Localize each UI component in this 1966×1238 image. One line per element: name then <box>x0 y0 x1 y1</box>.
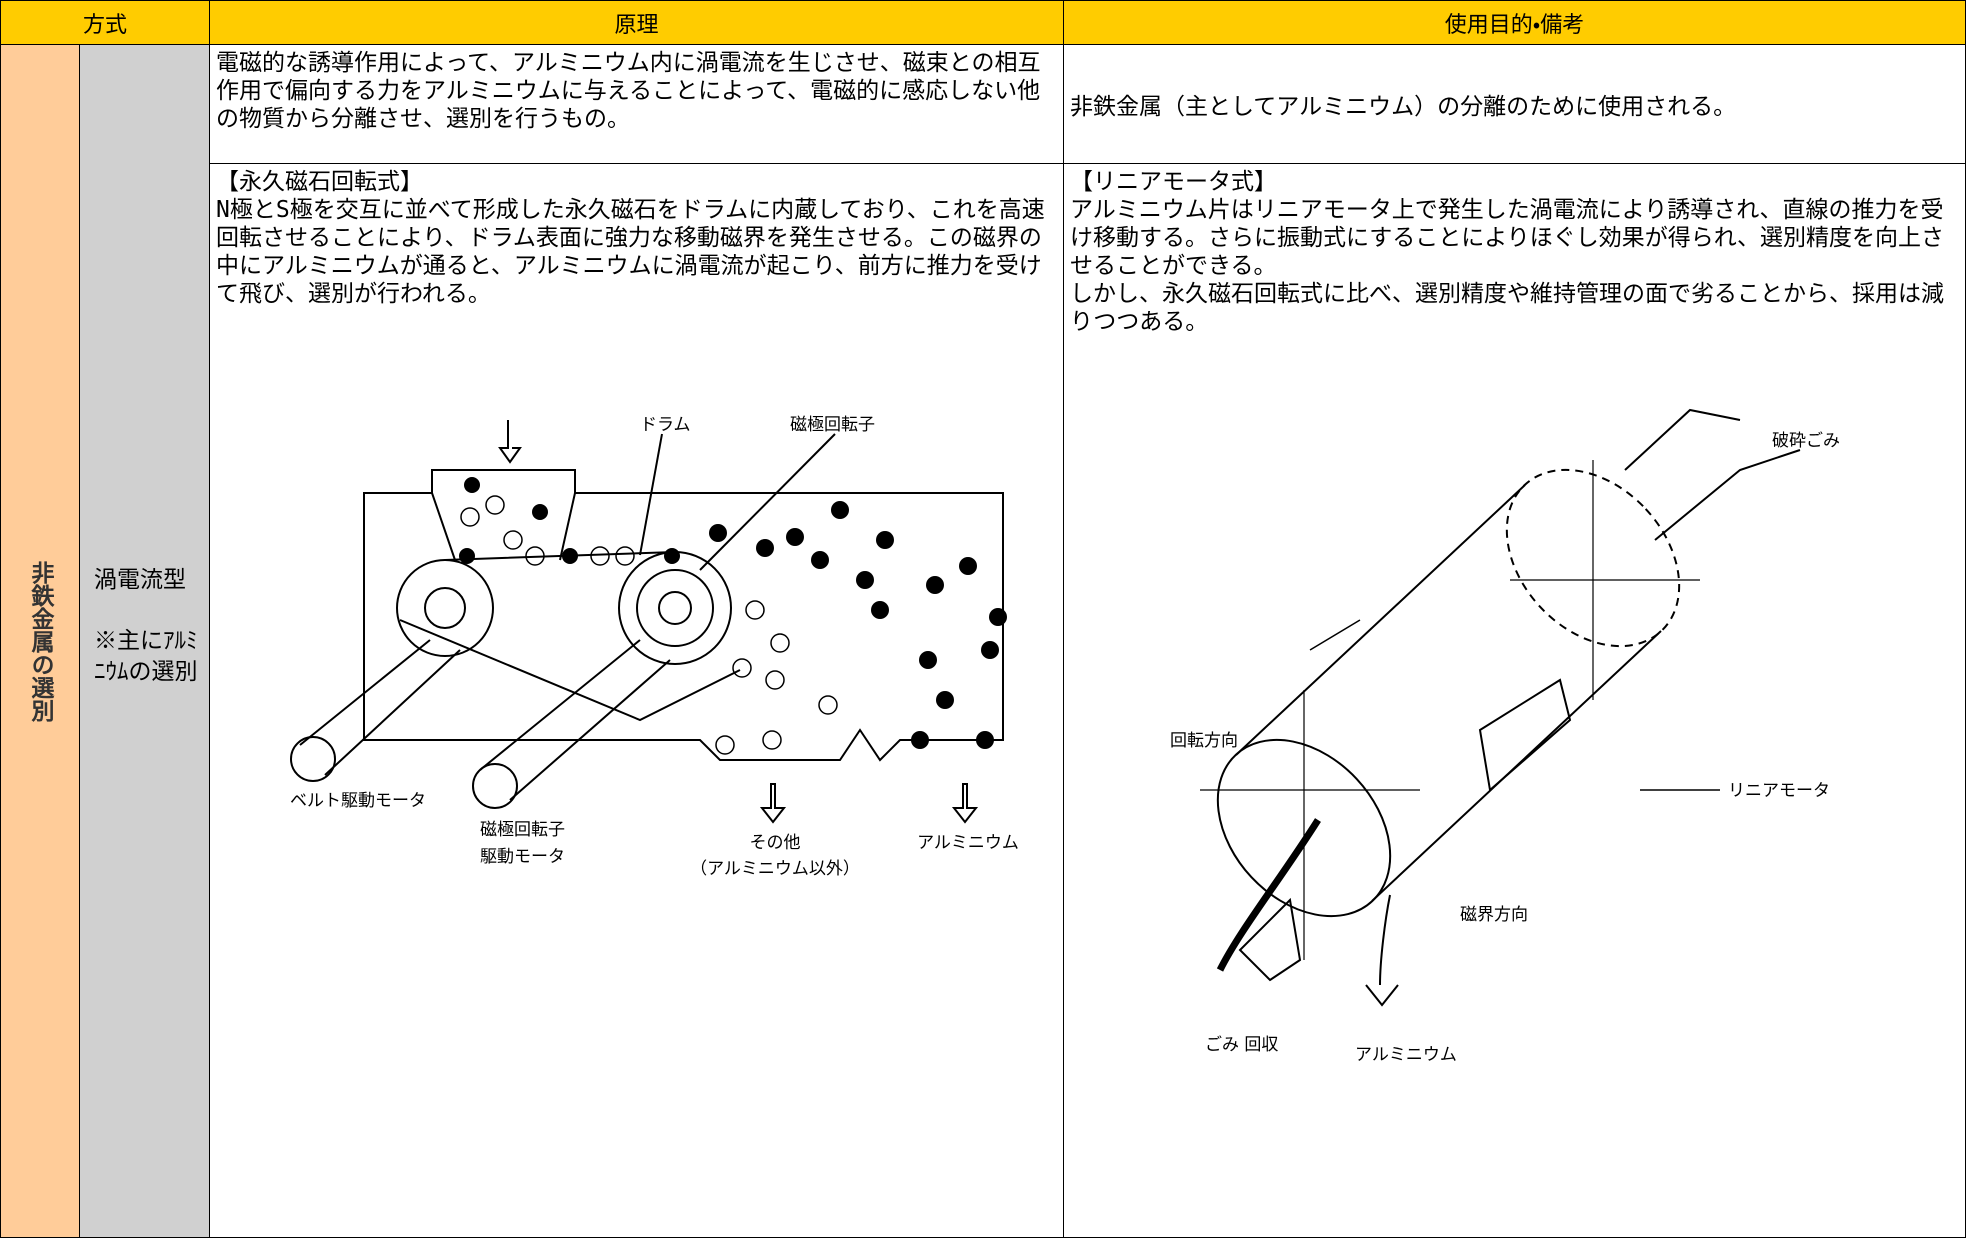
cylinder-end <box>1505 468 1681 648</box>
drive-belt <box>299 639 671 801</box>
leader <box>1309 619 1720 791</box>
pulley-hub <box>424 587 466 629</box>
header-cell: 使用目的・備考 <box>1063 0 1966 45</box>
label: 駆動モータ <box>480 847 565 867</box>
category: 非鉄金属の選別 <box>27 560 53 722</box>
type-note: ※主にｱﾙﾐﾆｳﾑの選別 <box>94 628 198 685</box>
rotor <box>636 569 714 647</box>
other-pieces <box>460 495 838 755</box>
label: アルミニウム <box>1355 1045 1457 1065</box>
label: ベルト駆動モータ <box>290 791 426 811</box>
axis-lines <box>1200 460 1700 960</box>
linear-diagram: 破砕ごみ 回転方向 リニアモータ 磁界方向 ごみ 回収 アルミニウム <box>1170 408 1840 1065</box>
rotary-title: 【永久磁石回転式】 <box>216 169 423 195</box>
label: 回転方向 <box>1170 731 1238 751</box>
machine-outline <box>363 469 1004 762</box>
belt <box>399 551 741 722</box>
rotary-diagram: ドラム 磁極回転子 ベルト駆動モータ 磁極回転子 駆動モータ その他 （アルミニ… <box>290 415 1019 879</box>
linear-motor <box>1478 678 1572 792</box>
label: リニアモータ <box>1728 781 1830 801</box>
label: 磁界方向 <box>1460 905 1528 925</box>
rotary-text: N極とS極を交互に並べて形成した永久磁石をドラムに内蔵しており、これを高速回転さ… <box>216 197 1045 307</box>
pulley <box>396 559 494 657</box>
motor <box>290 736 336 782</box>
rotary-cell: 【永久磁石回転式】 N極とS極を交互に並べて形成した永久磁石をドラムに内蔵してお… <box>209 163 1064 1238</box>
feed-arrow <box>498 420 522 464</box>
label: ごみ 回収 <box>1205 1035 1278 1055</box>
metal-pieces <box>459 477 1007 749</box>
cylinder-end <box>1216 738 1392 918</box>
motor <box>472 763 518 809</box>
type-cell: 渦電流型 ※主にｱﾙﾐﾆｳﾑの選別 <box>79 44 210 1238</box>
linear-note: しかし、永久磁石回転式に比べ、選別精度や維持管理の面で劣ることから、採用は減りつ… <box>1070 281 1944 335</box>
label: アルミニウム <box>917 833 1019 853</box>
label: （アルミニウム以外） <box>690 859 860 879</box>
rotor-hub <box>658 591 692 625</box>
type: 渦電流型 <box>94 567 186 593</box>
waste-arrow <box>1216 818 1321 972</box>
plate <box>1238 897 1302 982</box>
leader <box>639 433 663 556</box>
leader <box>699 433 836 571</box>
aluminum-arrow <box>1365 894 1399 1007</box>
linear-text: アルミニウム片はリニアモータ上で発生した渦電流により誘導され、直線の推力を受け移… <box>1070 197 1944 279</box>
output-arrows <box>759 783 979 824</box>
label: 磁極回転子 <box>790 415 875 435</box>
cylinder <box>1235 484 1662 902</box>
chute <box>1624 408 1801 541</box>
label: ドラム <box>640 415 691 435</box>
header-cell: 方式 <box>0 0 210 45</box>
hopper <box>431 492 576 561</box>
linear-title: 【リニアモータ式】 <box>1070 169 1277 195</box>
label: 磁極回転子 <box>480 820 565 840</box>
summary-principle: 電磁的な誘導作用によって、アルミニウム内に渦電流を生じさせ、磁束との相互作用で偏… <box>209 44 1064 164</box>
drum <box>618 551 732 665</box>
category-cell: 非鉄金属の選別 <box>0 44 80 1238</box>
label: 破砕ごみ <box>1772 431 1840 451</box>
label: その他 <box>750 833 801 853</box>
